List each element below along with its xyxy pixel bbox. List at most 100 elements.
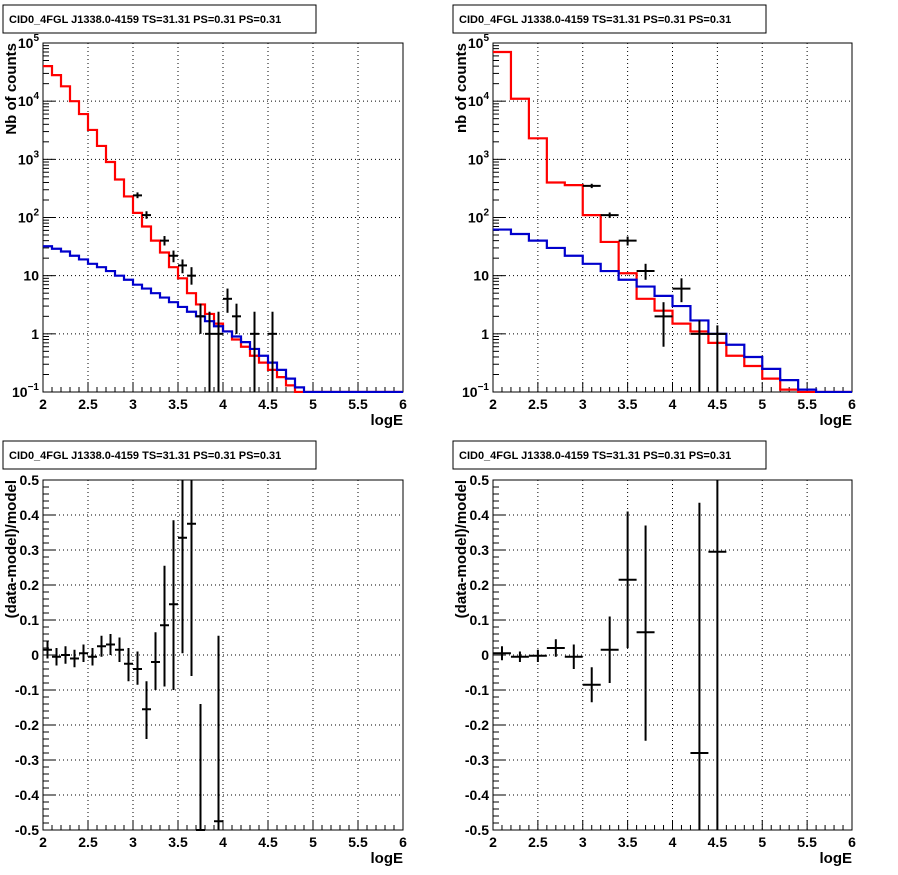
series-layer <box>493 50 852 393</box>
y-tick-exponent: −1 <box>28 382 40 393</box>
x-axis-ticks <box>42 820 404 830</box>
data-point <box>582 667 601 703</box>
y-tick-exponent: 4 <box>483 91 489 102</box>
grid-lines <box>493 43 852 392</box>
y-axis-ticks <box>493 42 505 393</box>
x-tick-label: 6 <box>848 396 856 412</box>
data-point <box>564 644 583 669</box>
x-tick-label: 2.5 <box>528 834 548 850</box>
y-tick-exponent: 2 <box>483 208 489 219</box>
x-tick-label: 5.5 <box>348 834 368 850</box>
grid-lines <box>43 480 403 830</box>
series-layer <box>43 480 223 831</box>
x-tick-label: 4.5 <box>258 396 278 412</box>
counts-panel-right: CID0_4FGL J1338.0-4159 TS=31.31 PS=0.31 … <box>452 4 856 429</box>
data-point <box>124 648 133 682</box>
data-point <box>510 651 529 662</box>
model-total-line <box>43 65 403 393</box>
y-tick-label: 0.5 <box>20 472 40 488</box>
y-tick-label: -0.5 <box>15 822 39 838</box>
y-tick-label: -0.4 <box>465 787 489 803</box>
x-tick-label: 4 <box>669 396 677 412</box>
x-tick-label: 5.5 <box>797 396 817 412</box>
residual-panel-right: CID0_4FGL J1338.0-4159 TS=31.31 PS=0.31 … <box>452 440 856 867</box>
data-point <box>618 236 637 246</box>
x-tick-label: 4.5 <box>258 834 278 850</box>
x-tick-label: 5 <box>309 396 317 412</box>
data-point <box>654 302 673 347</box>
x-axis-label: logE <box>371 412 404 429</box>
y-tick-exponent: 5 <box>33 33 39 44</box>
y-tick-base: 10 <box>468 210 484 226</box>
y-tick-label: 0.3 <box>470 542 490 558</box>
data-point <box>600 212 619 219</box>
data-point <box>97 635 106 657</box>
data-point <box>43 641 52 659</box>
x-tick-label: 6 <box>399 396 407 412</box>
chart-title: CID0_4FGL J1338.0-4159 TS=31.31 PS=0.31 … <box>9 14 281 26</box>
y-tick-label: 103 <box>18 149 40 167</box>
x-tick-label: 2 <box>489 834 497 850</box>
y-tick-base: 10 <box>468 93 484 109</box>
chart-title: CID0_4FGL J1338.0-4159 TS=31.31 PS=0.31 … <box>9 450 281 462</box>
y-axis-label: (data-model)/model <box>3 480 20 618</box>
x-tick-label: 4.5 <box>708 834 728 850</box>
x-tick-label: 3.5 <box>618 396 638 412</box>
y-axis-label: nb of counts <box>453 43 470 133</box>
data-point <box>178 259 187 274</box>
data-point <box>268 311 277 392</box>
y-tick-label: -0.2 <box>15 717 39 733</box>
data-point <box>61 646 70 664</box>
data-point <box>70 649 79 668</box>
y-tick-label: 0.2 <box>470 577 490 593</box>
data-point <box>672 278 691 303</box>
data-point <box>546 639 565 657</box>
x-axis-ticks <box>42 382 404 392</box>
counts-panel-left: CID0_4FGL J1338.0-4159 TS=31.31 PS=0.31 … <box>2 4 407 429</box>
y-tick-base: 10 <box>468 151 484 167</box>
x-tick-label: 4 <box>219 396 227 412</box>
y-tick-label: 10 <box>23 268 39 284</box>
x-tick-label: 5.5 <box>348 396 368 412</box>
residual-panel-left: CID0_4FGL J1338.0-4159 TS=31.31 PS=0.31 … <box>2 440 407 867</box>
y-tick-base: 10 <box>18 151 34 167</box>
x-tick-label: 3 <box>129 834 137 850</box>
title-box <box>2 440 317 470</box>
data-point <box>151 632 160 690</box>
data-point <box>196 704 205 831</box>
data-point <box>187 480 196 676</box>
x-tick-label: 4 <box>219 834 227 850</box>
y-tick-exponent: 4 <box>33 91 39 102</box>
series-layer <box>43 65 403 393</box>
x-tick-label: 2.5 <box>78 834 98 850</box>
y-tick-base: 10 <box>18 35 34 51</box>
data-point <box>708 325 727 392</box>
y-tick-base: 10 <box>18 210 34 226</box>
y-tick-exponent: −1 <box>478 382 490 393</box>
y-tick-label: 1 <box>481 326 489 342</box>
x-tick-label: 2.5 <box>78 396 98 412</box>
y-tick-label: -0.5 <box>465 822 489 838</box>
data-point <box>708 480 727 830</box>
x-tick-label: 5 <box>758 834 766 850</box>
data-point <box>187 267 196 285</box>
data-point <box>618 511 637 648</box>
data-point <box>205 311 214 392</box>
title-box <box>452 440 767 470</box>
grid-lines <box>43 43 403 392</box>
data-point <box>160 236 169 246</box>
data-point <box>636 525 655 741</box>
data-point <box>79 644 88 662</box>
x-axis-label: logE <box>820 412 853 429</box>
x-tick-label: 3 <box>579 834 587 850</box>
y-tick-base: 10 <box>462 384 478 400</box>
data-point <box>142 211 151 219</box>
y-tick-label: 0.4 <box>470 507 490 523</box>
title-box <box>452 4 767 34</box>
x-tick-label: 4.5 <box>708 396 728 412</box>
y-tick-label: 103 <box>468 149 490 167</box>
data-point <box>690 502 709 830</box>
y-tick-label: -0.3 <box>15 752 39 768</box>
data-point <box>214 635 223 830</box>
data-point <box>214 311 223 392</box>
